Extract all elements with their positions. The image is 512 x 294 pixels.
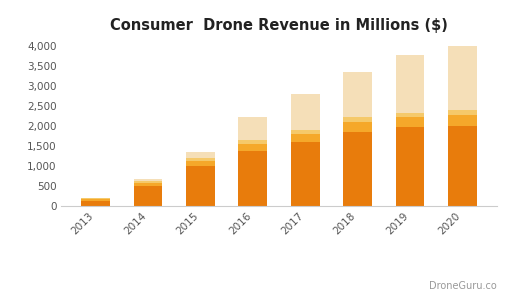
Bar xyxy=(186,152,215,158)
Bar xyxy=(343,72,372,117)
Bar xyxy=(396,117,424,127)
Bar xyxy=(186,166,215,206)
Bar xyxy=(239,117,267,140)
Title: Consumer  Drone Revenue in Millions ($): Consumer Drone Revenue in Millions ($) xyxy=(110,18,448,33)
Bar xyxy=(134,183,162,186)
Bar xyxy=(81,199,110,201)
Bar xyxy=(186,161,215,166)
Text: DroneGuru.co: DroneGuru.co xyxy=(429,281,497,291)
Bar xyxy=(134,181,162,183)
Bar xyxy=(81,198,110,199)
Bar xyxy=(291,134,319,142)
Bar xyxy=(134,186,162,206)
Bar xyxy=(343,117,372,122)
Bar xyxy=(343,122,372,132)
Bar xyxy=(186,158,215,161)
Bar xyxy=(396,113,424,117)
Bar xyxy=(448,126,477,206)
Bar xyxy=(81,201,110,206)
Bar xyxy=(448,115,477,126)
Bar xyxy=(239,144,267,151)
Bar xyxy=(239,151,267,206)
Bar xyxy=(134,179,162,181)
Bar xyxy=(343,132,372,206)
Bar xyxy=(291,94,319,130)
Bar xyxy=(448,46,477,110)
Bar xyxy=(396,127,424,206)
Bar xyxy=(448,110,477,115)
Bar xyxy=(291,130,319,134)
Bar xyxy=(239,140,267,144)
Bar xyxy=(291,142,319,206)
Bar xyxy=(396,55,424,113)
